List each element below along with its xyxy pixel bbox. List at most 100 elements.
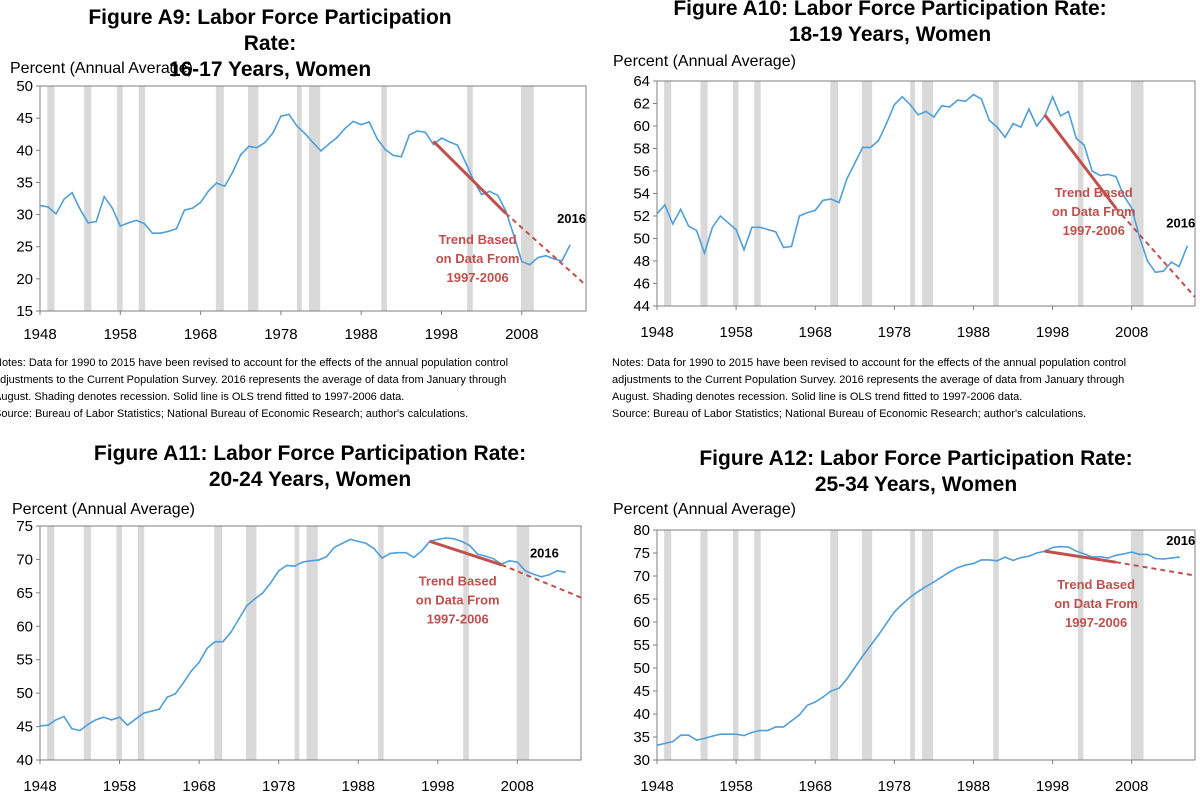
chart-a12-title-line2: 25-34 Years, Women bbox=[814, 473, 1018, 496]
trend-solid-line bbox=[1043, 113, 1118, 210]
data-point bbox=[174, 693, 177, 695]
data-point bbox=[381, 557, 383, 559]
data-point bbox=[711, 735, 714, 737]
data-point bbox=[448, 141, 451, 143]
data-point bbox=[349, 538, 352, 541]
data-point bbox=[277, 569, 280, 572]
chart-a12: 30 35 40 45 50 55 60 65 70 75 80 1948 1958 1968 1978 19… bbox=[613, 501, 1196, 795]
data-point bbox=[408, 134, 411, 136]
data-point bbox=[118, 716, 121, 719]
recession-bar bbox=[247, 86, 259, 311]
data-point bbox=[782, 246, 785, 249]
data-point bbox=[528, 263, 531, 266]
data-point bbox=[988, 119, 991, 122]
data-point bbox=[214, 640, 216, 643]
trend-dashed-line bbox=[1115, 561, 1196, 577]
data-point bbox=[759, 729, 761, 732]
y-tick-label: 60 bbox=[633, 614, 650, 631]
data-point bbox=[392, 154, 395, 157]
data-point bbox=[341, 542, 344, 545]
data-point bbox=[468, 544, 471, 547]
y-tick-label: 70 bbox=[16, 551, 33, 568]
y-tick-label: 46 bbox=[633, 276, 650, 293]
data-point bbox=[255, 146, 258, 149]
data-point bbox=[695, 739, 698, 742]
data-point bbox=[774, 726, 777, 728]
trend-annotation: Trend Based bbox=[439, 232, 517, 247]
trend-annotation: on Data From bbox=[436, 251, 520, 266]
x-tick-label: 1958 bbox=[103, 778, 136, 795]
data-point bbox=[103, 195, 106, 198]
data-point bbox=[182, 682, 185, 684]
data-point bbox=[231, 171, 234, 173]
data-point bbox=[159, 232, 162, 235]
data-point bbox=[751, 731, 753, 734]
data-point bbox=[1028, 555, 1030, 558]
x-tick-label: 1988 bbox=[344, 326, 377, 343]
data-point bbox=[516, 561, 519, 563]
data-point bbox=[452, 537, 455, 540]
data-point bbox=[972, 562, 975, 565]
data-point bbox=[158, 708, 161, 710]
recession-bar bbox=[84, 86, 92, 311]
data-point bbox=[488, 190, 491, 193]
data-point bbox=[63, 715, 65, 718]
recession-bar bbox=[830, 81, 839, 306]
chart-a12-title-line1: Figure A12: Labor Force Participation Ra… bbox=[699, 447, 1133, 470]
data-point bbox=[759, 226, 761, 229]
data-point bbox=[1067, 110, 1070, 113]
series-line bbox=[656, 93, 1188, 274]
data-point bbox=[925, 585, 927, 588]
y-tick-label: 75 bbox=[16, 518, 33, 535]
data-point bbox=[790, 245, 793, 248]
data-point bbox=[569, 244, 571, 247]
recession-bar bbox=[296, 86, 302, 311]
data-point bbox=[524, 569, 527, 572]
data-point bbox=[142, 712, 145, 714]
y-tick-label: 54 bbox=[633, 186, 650, 203]
trend-annotation: on Data From bbox=[416, 593, 500, 608]
data-point bbox=[672, 740, 674, 743]
trend-dashed-line bbox=[1115, 207, 1196, 298]
plot-frame bbox=[39, 525, 582, 761]
data-point bbox=[95, 220, 98, 223]
data-point bbox=[735, 228, 737, 231]
data-point bbox=[695, 229, 698, 232]
trend-solid-line bbox=[429, 539, 502, 567]
data-point bbox=[1130, 551, 1133, 553]
recession-bar bbox=[467, 86, 473, 311]
data-point bbox=[822, 696, 824, 698]
data-point bbox=[933, 116, 935, 118]
data-point bbox=[1122, 553, 1125, 555]
data-point bbox=[1020, 556, 1022, 559]
data-point bbox=[814, 701, 817, 703]
recession-bar bbox=[993, 81, 999, 306]
data-point bbox=[838, 201, 840, 204]
recession-bar bbox=[861, 530, 873, 760]
data-point bbox=[94, 719, 97, 721]
y-tick-label: 40 bbox=[16, 142, 33, 159]
y-axis-label: Percent (Annual Average) bbox=[613, 53, 796, 70]
data-point bbox=[806, 704, 809, 707]
y-tick-label: 45 bbox=[16, 719, 33, 736]
y-tick-label: 70 bbox=[633, 568, 650, 585]
data-point bbox=[861, 146, 864, 149]
data-point bbox=[191, 207, 194, 209]
y-tick-label: 80 bbox=[633, 522, 650, 539]
data-point bbox=[512, 234, 515, 236]
x-tick-label: 2008 bbox=[505, 326, 538, 343]
data-point bbox=[86, 723, 89, 726]
data-point bbox=[1178, 556, 1180, 558]
data-point bbox=[1059, 545, 1062, 548]
data-point bbox=[901, 95, 904, 98]
data-point bbox=[1012, 122, 1014, 125]
x-tick-label: 1968 bbox=[799, 778, 832, 795]
data-point bbox=[838, 687, 840, 690]
data-point bbox=[55, 213, 57, 215]
recession-bar bbox=[1130, 530, 1144, 760]
data-point bbox=[1004, 556, 1006, 558]
data-point bbox=[215, 182, 218, 184]
x-tick-label: 1988 bbox=[957, 778, 990, 795]
data-point bbox=[877, 634, 880, 636]
data-point bbox=[166, 696, 169, 698]
